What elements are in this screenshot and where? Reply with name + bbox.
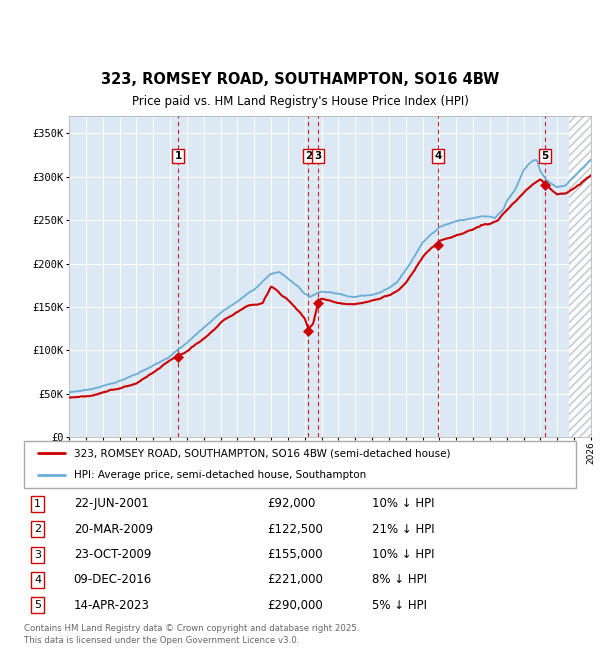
Text: 23-OCT-2009: 23-OCT-2009 <box>74 548 151 561</box>
Text: 3: 3 <box>315 151 322 161</box>
Text: Price paid vs. HM Land Registry's House Price Index (HPI): Price paid vs. HM Land Registry's House … <box>131 95 469 108</box>
Text: 323, ROMSEY ROAD, SOUTHAMPTON, SO16 4BW (semi-detached house): 323, ROMSEY ROAD, SOUTHAMPTON, SO16 4BW … <box>74 448 450 458</box>
Text: HPI: Average price, semi-detached house, Southampton: HPI: Average price, semi-detached house,… <box>74 470 366 480</box>
Text: £122,500: £122,500 <box>267 523 323 536</box>
Text: 5: 5 <box>542 151 549 161</box>
Text: £155,000: £155,000 <box>267 548 323 561</box>
Text: 09-DEC-2016: 09-DEC-2016 <box>74 573 152 586</box>
Text: 2: 2 <box>305 151 312 161</box>
Text: 3: 3 <box>34 550 41 560</box>
Text: £221,000: £221,000 <box>267 573 323 586</box>
Text: 1: 1 <box>34 499 41 509</box>
Text: 8% ↓ HPI: 8% ↓ HPI <box>372 573 427 586</box>
Text: 1: 1 <box>175 151 182 161</box>
Text: £92,000: £92,000 <box>267 497 315 510</box>
Text: 10% ↓ HPI: 10% ↓ HPI <box>372 497 434 510</box>
Text: £290,000: £290,000 <box>267 599 323 612</box>
FancyBboxPatch shape <box>24 441 576 488</box>
Text: 10% ↓ HPI: 10% ↓ HPI <box>372 548 434 561</box>
Text: 323, ROMSEY ROAD, SOUTHAMPTON, SO16 4BW: 323, ROMSEY ROAD, SOUTHAMPTON, SO16 4BW <box>101 72 499 88</box>
Text: 2: 2 <box>34 525 41 534</box>
Text: 4: 4 <box>435 151 442 161</box>
Text: 14-APR-2023: 14-APR-2023 <box>74 599 149 612</box>
Text: 21% ↓ HPI: 21% ↓ HPI <box>372 523 434 536</box>
Text: 5% ↓ HPI: 5% ↓ HPI <box>372 599 427 612</box>
Bar <box>569 116 591 437</box>
Text: 22-JUN-2001: 22-JUN-2001 <box>74 497 148 510</box>
Text: 20-MAR-2009: 20-MAR-2009 <box>74 523 153 536</box>
Text: This data is licensed under the Open Government Licence v3.0.: This data is licensed under the Open Gov… <box>24 636 299 645</box>
Text: 5: 5 <box>34 601 41 610</box>
Text: Contains HM Land Registry data © Crown copyright and database right 2025.: Contains HM Land Registry data © Crown c… <box>24 624 359 633</box>
Text: 4: 4 <box>34 575 41 585</box>
